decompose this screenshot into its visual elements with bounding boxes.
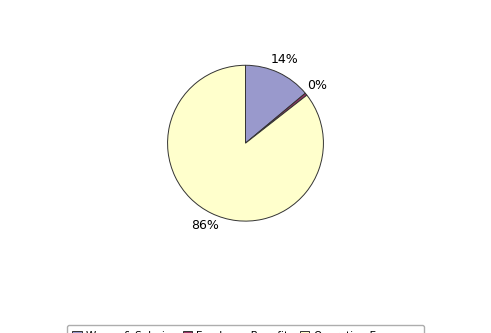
Text: 86%: 86% [191, 219, 219, 232]
Wedge shape [167, 65, 324, 221]
Legend: Wages & Salaries, Employee Benefits, Operating Expenses: Wages & Salaries, Employee Benefits, Ope… [67, 325, 424, 333]
Text: 14%: 14% [271, 53, 299, 66]
Wedge shape [246, 93, 307, 143]
Wedge shape [246, 65, 305, 143]
Text: 0%: 0% [307, 79, 327, 92]
